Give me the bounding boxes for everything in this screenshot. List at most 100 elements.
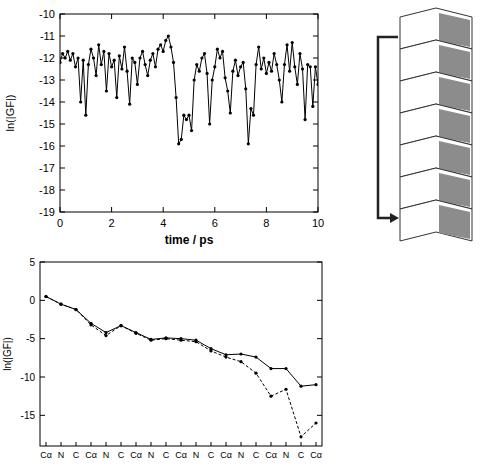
x-tick: [318, 14, 319, 19]
data-point: [104, 331, 107, 334]
arrow-head: [390, 213, 399, 223]
x-tick: [196, 442, 197, 446]
data-point: [296, 83, 299, 86]
y-tick: [313, 124, 318, 125]
y-tick: [40, 415, 45, 416]
x-tick: [241, 442, 242, 446]
chevron: [400, 200, 472, 241]
data-point: [301, 67, 304, 70]
y-tick: [60, 168, 65, 169]
data-point: [74, 65, 77, 68]
data-point: [247, 142, 250, 145]
y-tick: [40, 338, 45, 339]
data-point: [193, 78, 196, 81]
data-point: [239, 352, 242, 355]
y-tick-label: -14: [39, 96, 55, 108]
y-tick: [313, 168, 318, 169]
data-point: [115, 96, 118, 99]
x-tick: [318, 207, 319, 212]
x-tick-label: 8: [263, 217, 269, 229]
data-point: [252, 114, 255, 117]
data-point: [172, 61, 175, 64]
data-point: [136, 83, 139, 86]
data-point: [74, 308, 77, 311]
series-line: [46, 297, 316, 437]
data-point: [44, 295, 47, 298]
data-point: [244, 87, 247, 90]
y-tick: [60, 212, 65, 213]
data-point: [293, 65, 296, 68]
data-point: [195, 63, 198, 66]
y-tick-label: -16: [39, 140, 55, 152]
y-tick: [40, 262, 45, 263]
data-point: [169, 45, 172, 48]
y-tick: [60, 146, 65, 147]
data-point: [231, 70, 234, 73]
data-point: [149, 339, 152, 342]
data-point: [239, 65, 242, 68]
x-tick-label: C: [73, 450, 80, 460]
x-tick: [286, 442, 287, 446]
data-point: [133, 61, 136, 64]
y-tick: [317, 338, 322, 339]
data-point: [239, 360, 242, 363]
y-tick: [60, 80, 65, 81]
y-tick: [60, 190, 65, 191]
data-point: [269, 367, 272, 370]
data-point: [164, 336, 167, 339]
x-tick: [46, 442, 47, 446]
data-point: [275, 63, 278, 66]
data-point: [270, 70, 273, 73]
data-point: [61, 52, 64, 55]
marks: [60, 34, 318, 145]
data-point: [92, 56, 95, 59]
data-point: [167, 34, 170, 37]
x-tick: [60, 207, 61, 212]
plot-frame: [40, 262, 322, 446]
data-point: [156, 48, 159, 51]
plot-frame: [60, 14, 318, 212]
data-point: [162, 50, 165, 53]
data-point: [211, 78, 214, 81]
y-tick: [313, 36, 318, 37]
y-tick: [60, 36, 65, 37]
y-tick: [313, 58, 318, 59]
data-point: [89, 48, 92, 51]
x-tick: [166, 442, 167, 446]
x-tick: [163, 207, 164, 212]
data-point: [284, 367, 287, 370]
y-tick: [60, 102, 65, 103]
data-point: [82, 59, 85, 62]
x-tick-label: Cα: [220, 450, 232, 460]
data-point: [254, 372, 257, 375]
data-point: [254, 355, 257, 358]
data-point: [149, 59, 152, 62]
return-arrow: [378, 37, 398, 218]
x-tick: [316, 442, 317, 446]
data-point: [180, 138, 183, 141]
x-tick-label: 0: [57, 217, 63, 229]
data-point: [288, 70, 291, 73]
data-point: [76, 56, 79, 59]
data-point: [234, 59, 237, 62]
data-point: [304, 118, 307, 121]
data-point: [74, 308, 77, 311]
chart-0: -10-11-12-13-14-15-16-17-18-190246810tim…: [4, 8, 324, 247]
data-point: [134, 332, 137, 335]
x-tick: [91, 442, 92, 446]
x-tick-label: N: [58, 450, 65, 460]
data-point: [221, 50, 224, 53]
x-tick-label: N: [148, 450, 155, 460]
y-tick-label: -15: [21, 410, 36, 421]
data-point: [120, 67, 123, 70]
data-point: [113, 59, 116, 62]
data-point: [314, 383, 317, 386]
x-tick: [301, 442, 302, 446]
data-point: [154, 65, 157, 68]
data-point: [84, 114, 87, 117]
data-point: [149, 338, 152, 341]
y-tick: [317, 377, 322, 378]
x-tick-label: C: [253, 450, 260, 460]
y-tick: [313, 212, 318, 213]
data-point: [285, 43, 288, 46]
